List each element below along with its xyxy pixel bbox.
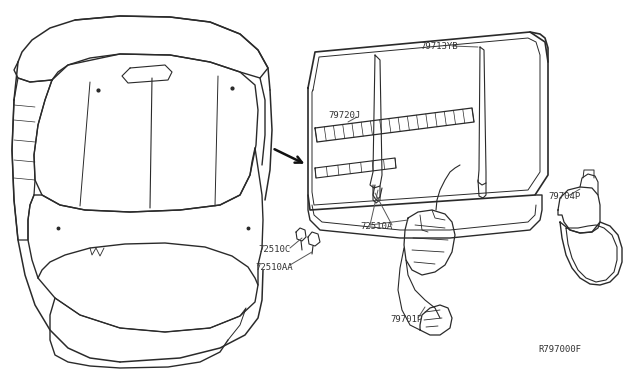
Text: 79701P: 79701P [390, 315, 422, 324]
Text: 79713YB: 79713YB [420, 42, 458, 51]
Text: 79704P: 79704P [548, 192, 580, 201]
Text: 72510AA: 72510AA [255, 263, 292, 273]
Text: 72510A: 72510A [360, 221, 392, 231]
Text: 79720J: 79720J [328, 110, 360, 119]
Text: R797000F: R797000F [538, 346, 581, 355]
Text: 72510C: 72510C [258, 244, 291, 253]
